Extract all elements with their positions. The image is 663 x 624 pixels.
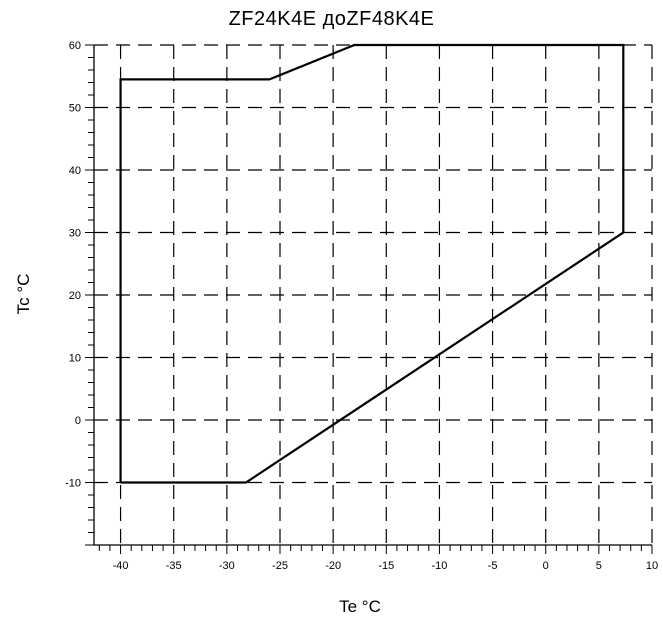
x-axis-label: Te °C [339, 597, 381, 616]
x-tick-label: -35 [166, 560, 182, 572]
x-tick-label: -25 [272, 560, 288, 572]
y-tick-label: 10 [69, 353, 81, 365]
x-tick-label: -5 [488, 560, 498, 572]
x-tick-label: -30 [219, 560, 235, 572]
chart-title: ZF24K4E доZF48K4E [228, 8, 435, 30]
y-tick-label: 50 [69, 103, 81, 115]
y-tick-label: 30 [69, 228, 81, 240]
envelope-line [119, 43, 625, 484]
x-tick-label: 5 [596, 560, 602, 572]
y-axis-label: Tc °C [14, 273, 33, 315]
y-tick-label: 40 [69, 165, 81, 177]
x-tick-label: -40 [113, 560, 129, 572]
x-tick-label: 10 [646, 560, 658, 572]
grid-lines [94, 44, 653, 545]
x-tick-label: -15 [378, 560, 394, 572]
y-tick-label: 20 [69, 290, 81, 302]
x-tick-label: -20 [325, 560, 341, 572]
y-tick-label: 0 [75, 415, 81, 427]
y-tick-label: -10 [65, 478, 81, 490]
tick-marks [85, 44, 653, 554]
x-tick-label: 0 [543, 560, 549, 572]
y-tick-label: 60 [69, 40, 81, 52]
x-tick-label: -10 [431, 560, 447, 572]
envelope-series [119, 43, 625, 484]
tick-labels: -40 -35 -30 -25 -20 -15 -10 -5 0 5 10 -10 0 10 20 30 40 5… [65, 40, 658, 572]
